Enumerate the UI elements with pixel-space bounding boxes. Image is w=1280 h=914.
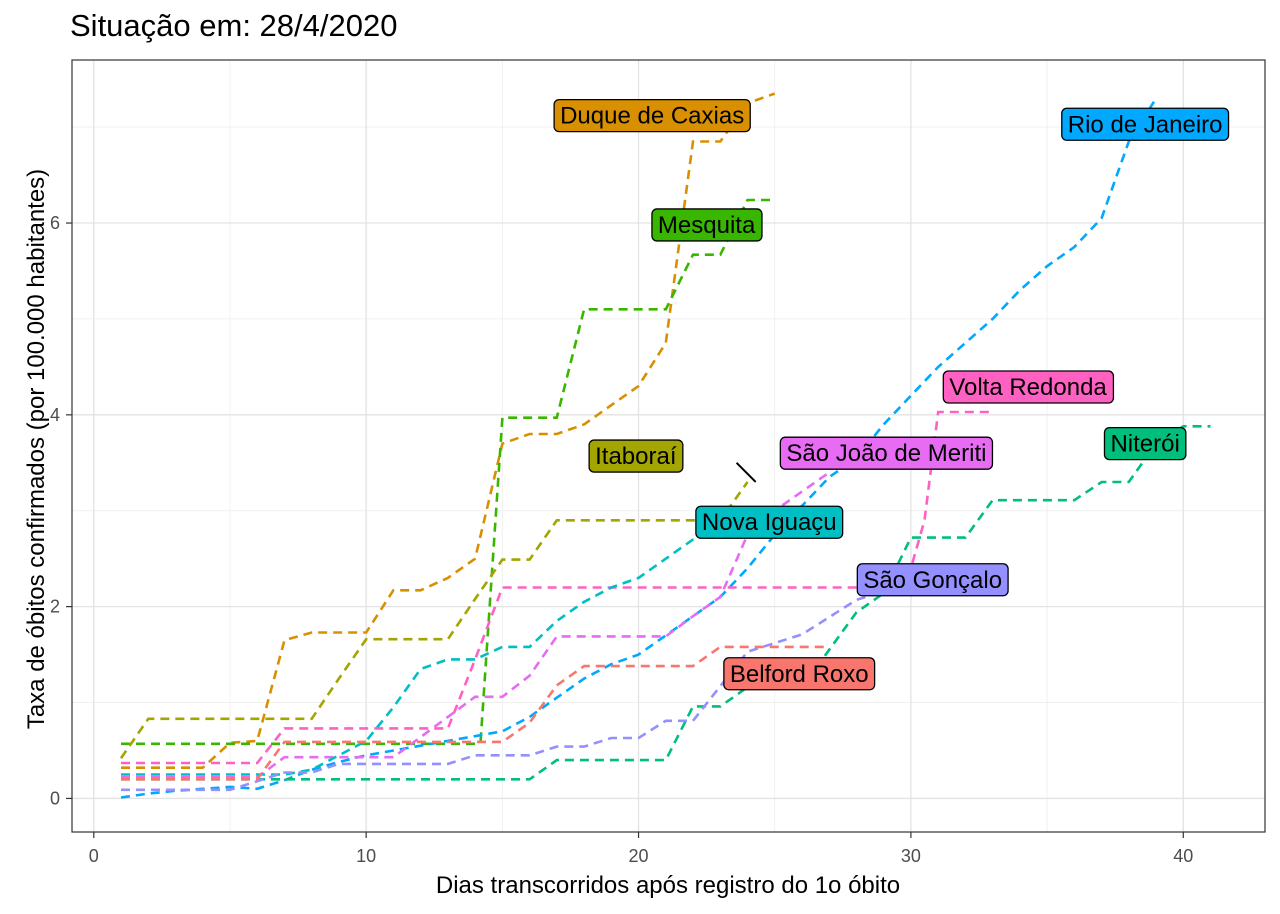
series-line-duque-de-caxias	[121, 92, 776, 769]
y-tick-label: 0	[50, 788, 60, 808]
series-label-volta-redonda: Volta Redonda	[942, 370, 1115, 404]
series-label-text: São Gonçalo	[863, 567, 1002, 594]
series-label-box	[1103, 426, 1187, 461]
series-label-duque-de-caxias: Duque de Caxias	[553, 98, 751, 133]
series-label-text: Niterói	[1110, 431, 1179, 458]
series-line-sao-goncalo	[121, 590, 885, 792]
x-tick-label: 20	[629, 846, 649, 866]
series-label-box	[856, 563, 1009, 597]
label-connector	[735, 462, 757, 483]
series-label-box	[942, 370, 1115, 404]
series-label-text: São João de Meriti	[786, 440, 986, 467]
series-label-text: Nova Iguaçu	[702, 509, 837, 536]
series-label-box	[695, 505, 844, 539]
x-tick-label: 30	[901, 846, 921, 866]
series-line-nova-iguacu	[121, 520, 748, 776]
chart-title: Situação em: 28/4/2020	[70, 8, 398, 43]
series-label-text: Mesquita	[658, 212, 756, 239]
x-tick-label: 40	[1173, 846, 1193, 866]
series-label-belford-roxo: Belford Roxo	[723, 657, 876, 691]
series-line-mesquita	[121, 198, 775, 746]
plot-border	[71, 59, 1266, 833]
series-label-box	[1061, 107, 1230, 141]
series-line-itaborai	[119, 481, 749, 759]
series-label-text: Duque de Caxias	[560, 103, 744, 130]
series-label-text: Itaboraí	[595, 443, 677, 470]
series-label-rio-de-janeiro: Rio de Janeiro	[1061, 107, 1230, 141]
series-label-mesquita: Mesquita	[651, 208, 763, 242]
y-tick-label: 2	[50, 597, 60, 617]
series-label-itaborai: Itaboraí	[588, 439, 684, 473]
y-tick-label: 6	[50, 213, 60, 233]
series-line-niteroi	[121, 425, 1211, 781]
series-label-niteroi: Niterói	[1103, 426, 1187, 461]
x-tick-label: 10	[356, 846, 376, 866]
series-label-nova-iguacu: Nova Iguaçu	[695, 505, 844, 539]
y-tick-label: 4	[50, 405, 60, 425]
series-label-text: Volta Redonda	[949, 374, 1107, 401]
series-label-text: Belford Roxo	[730, 661, 869, 688]
x-axis-title: Dias transcorridos após registro do 1o ó…	[436, 872, 900, 899]
series-label-box	[553, 98, 751, 133]
series-label-box	[723, 657, 876, 691]
series-line-rio-de-janeiro	[120, 97, 1158, 799]
series-line-sao-joao-de-meriti	[121, 471, 830, 779]
y-axis-title: Taxa de óbitos confirmados (por 100.000 …	[23, 169, 50, 729]
series-label-box	[588, 439, 684, 473]
series-label-sao-goncalo: São Gonçalo	[856, 563, 1009, 597]
x-tick-label: 0	[89, 846, 99, 866]
series-label-box	[651, 208, 763, 242]
series-label-box	[779, 436, 994, 470]
series-label-sao-joao-de-meriti: São João de Meriti	[779, 436, 994, 470]
series-label-text: Rio de Janeiro	[1068, 111, 1223, 138]
